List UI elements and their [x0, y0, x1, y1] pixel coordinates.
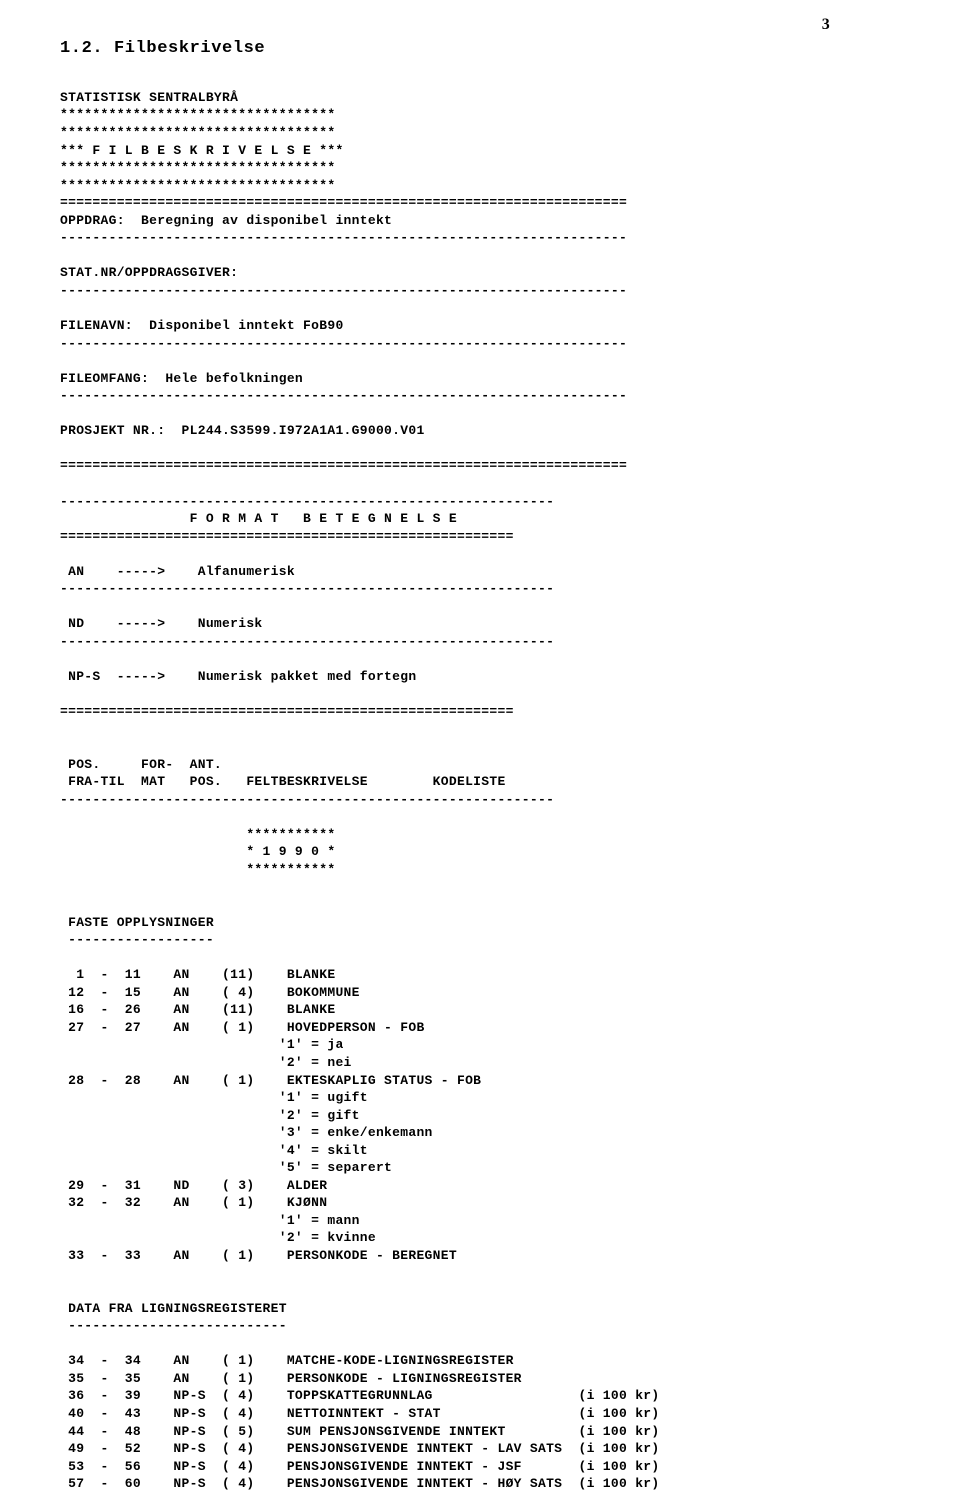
document-body: STATISTISK SENTRALBYRÅ *****************…	[60, 89, 900, 1510]
page-number: 3	[822, 14, 830, 36]
page: 3 1.2. Filbeskrivelse STATISTISK SENTRAL…	[0, 0, 960, 1374]
section-heading: 1.2. Filbeskrivelse	[60, 38, 900, 61]
